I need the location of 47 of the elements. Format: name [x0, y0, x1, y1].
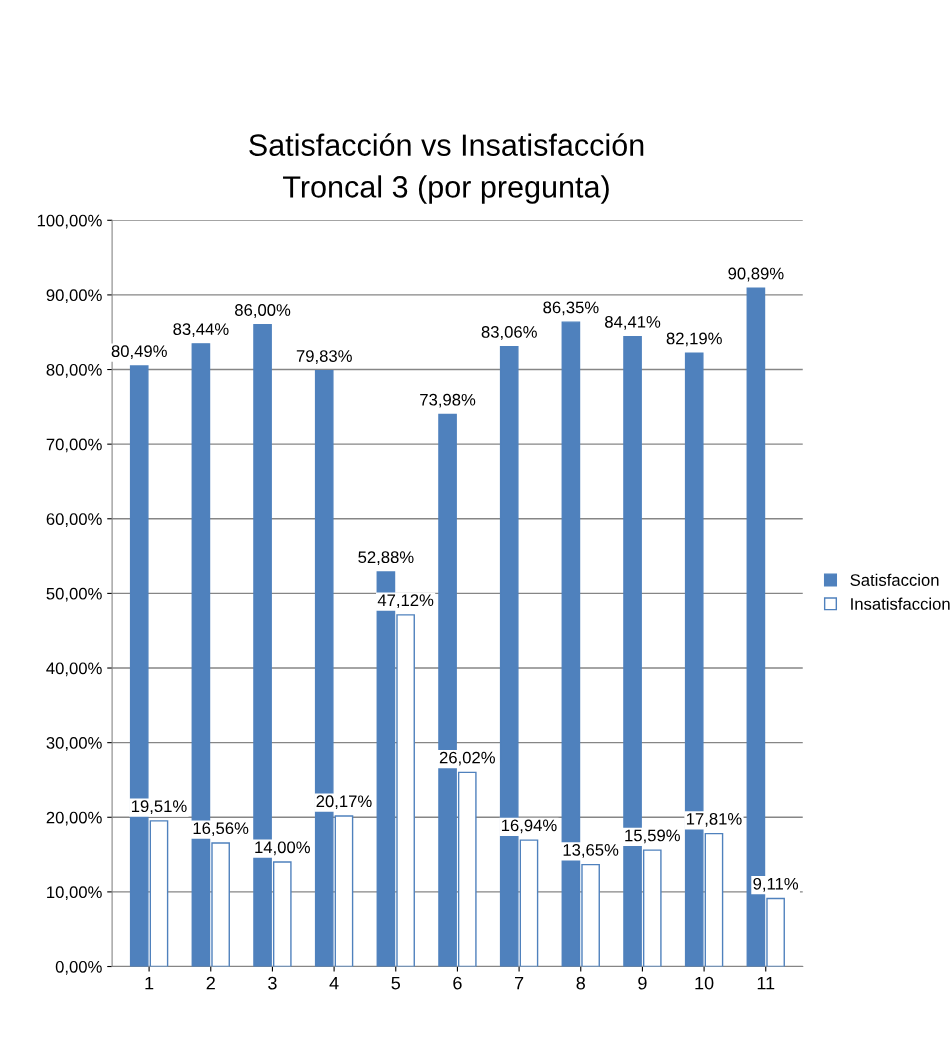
y-tick-label: 30,00%	[46, 737, 102, 751]
data-label: 90,89%	[728, 267, 784, 282]
y-tick-label: 60,00%	[46, 513, 102, 527]
data-label: 17,81%	[686, 812, 742, 827]
data-label: 52,88%	[358, 551, 414, 566]
x-tick-label: 7	[515, 976, 524, 990]
y-tick-label: 10,00%	[47, 886, 102, 901]
y-tick-label: 40,00%	[46, 662, 102, 677]
x-tick-label: 8	[576, 976, 585, 990]
x-tick-label: 4	[329, 976, 339, 990]
data-label: 47,12%	[377, 594, 434, 609]
data-label: 15,59%	[625, 829, 680, 844]
x-tick-label: 3	[268, 976, 277, 990]
y-tick-label: 50,00%	[46, 587, 102, 602]
data-label: 83,44%	[173, 323, 229, 337]
y-tick-label: 70,00%	[46, 438, 102, 453]
x-tick-label: 5	[391, 976, 401, 990]
y-tick-label: 0,00%	[55, 960, 102, 975]
legend-label: Satisfaccion	[850, 573, 939, 586]
data-label: 19,51%	[131, 800, 187, 815]
y-tick-label: 20,00%	[46, 811, 102, 826]
data-label: 14,00%	[255, 841, 310, 856]
data-label: 86,00%	[235, 304, 291, 318]
data-label: 83,06%	[481, 326, 537, 340]
legend-label: Insatisfaccion	[851, 597, 950, 610]
data-label: 13,65%	[563, 844, 619, 858]
x-tick-label: 2	[206, 976, 215, 990]
data-label: 82,19%	[666, 332, 722, 347]
data-label: 86,35%	[543, 301, 599, 316]
data-label: 9,11%	[753, 877, 799, 892]
data-label: 20,17%	[316, 795, 372, 810]
x-tick-label: 1	[145, 976, 154, 990]
data-label: 26,02%	[439, 751, 495, 766]
x-tick-label: 9	[638, 976, 647, 990]
x-tick-label: 10	[695, 976, 714, 990]
y-tick-label: 100,00%	[37, 214, 102, 229]
data-label: 79,83%	[296, 350, 352, 364]
x-tick-label: 11	[757, 976, 775, 990]
y-tick-label: 80,00%	[46, 363, 102, 378]
data-label: 16,56%	[193, 822, 249, 837]
data-label: 16,94%	[501, 819, 557, 834]
data-label: 80,49%	[111, 345, 167, 359]
y-tick-label: 90,00%	[46, 289, 102, 304]
chart-title: Satisfacción vs Insatisfacción Troncal 3 (por pregunta)	[249, 133, 644, 204]
x-tick-label: 6	[453, 976, 462, 990]
data-label: 84,41%	[605, 315, 661, 330]
data-label: 73,98%	[420, 393, 476, 408]
